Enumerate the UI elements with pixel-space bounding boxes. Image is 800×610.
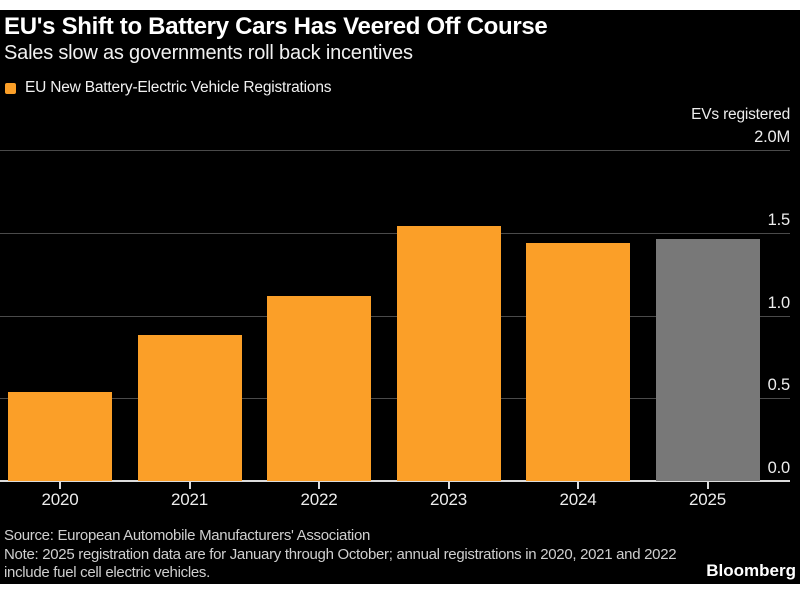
x-tick-mark — [318, 482, 320, 489]
footnotes: Source: European Automobile Manufacturer… — [4, 527, 704, 583]
note-text: Note: 2025 registration data are for Jan… — [4, 545, 677, 582]
bar-2024 — [526, 242, 630, 481]
x-axis-line — [0, 480, 790, 482]
x-axis-label-2022: 2022 — [300, 490, 338, 509]
gridline — [0, 315, 790, 317]
y-tick-label: 1.5 — [767, 210, 791, 229]
x-tick-mark — [447, 482, 450, 489]
y-tick-label: 0.0 — [767, 459, 791, 477]
x-axis-label-2025: 2025 — [688, 490, 727, 509]
gridline — [0, 150, 790, 151]
bar-2025 — [655, 239, 760, 481]
legend: EU New Battery-Electric Vehicle Registra… — [5, 79, 331, 97]
x-tick-mark — [188, 482, 191, 489]
y-tick-label: 2.0M — [754, 128, 790, 146]
bar-2022 — [267, 295, 371, 481]
chart-title: EU's Shift to Battery Cars Has Veered Of… — [4, 13, 548, 40]
x-axis-label-2024: 2024 — [559, 490, 597, 509]
x-tick-mark — [577, 482, 579, 489]
y-tick-label: 0.5 — [767, 376, 791, 395]
x-axis-label-2021: 2021 — [170, 490, 209, 509]
legend-label: EU New Battery-Electric Vehicle Registra… — [25, 79, 332, 96]
y-axis-title: EVs registered — [691, 106, 790, 123]
x-axis-label-2020: 2020 — [41, 490, 79, 509]
bar-2023 — [396, 226, 501, 481]
gridline — [0, 232, 790, 234]
gridline — [0, 398, 790, 400]
bloomberg-logo: Bloomberg — [706, 561, 796, 580]
legend-swatch-icon — [5, 82, 16, 94]
chart-canvas: EU's Shift to Battery Cars Has Veered Of… — [0, 10, 800, 584]
x-tick-mark — [706, 482, 709, 489]
x-tick-mark — [59, 482, 61, 489]
y-tick-label: 1.0 — [767, 293, 791, 312]
x-axis-label-2023: 2023 — [429, 490, 468, 509]
bar-2020 — [8, 391, 112, 481]
bar-2021 — [137, 335, 242, 481]
chart-subtitle: Sales slow as governments roll back ince… — [4, 42, 413, 64]
plot-area: 2.0M 1.5 1.0 0.5 0.0 2020 2021 2022 2023 2024 2025 — [0, 10, 800, 584]
source-text: Source: European Automobile Manufacturer… — [4, 527, 371, 544]
